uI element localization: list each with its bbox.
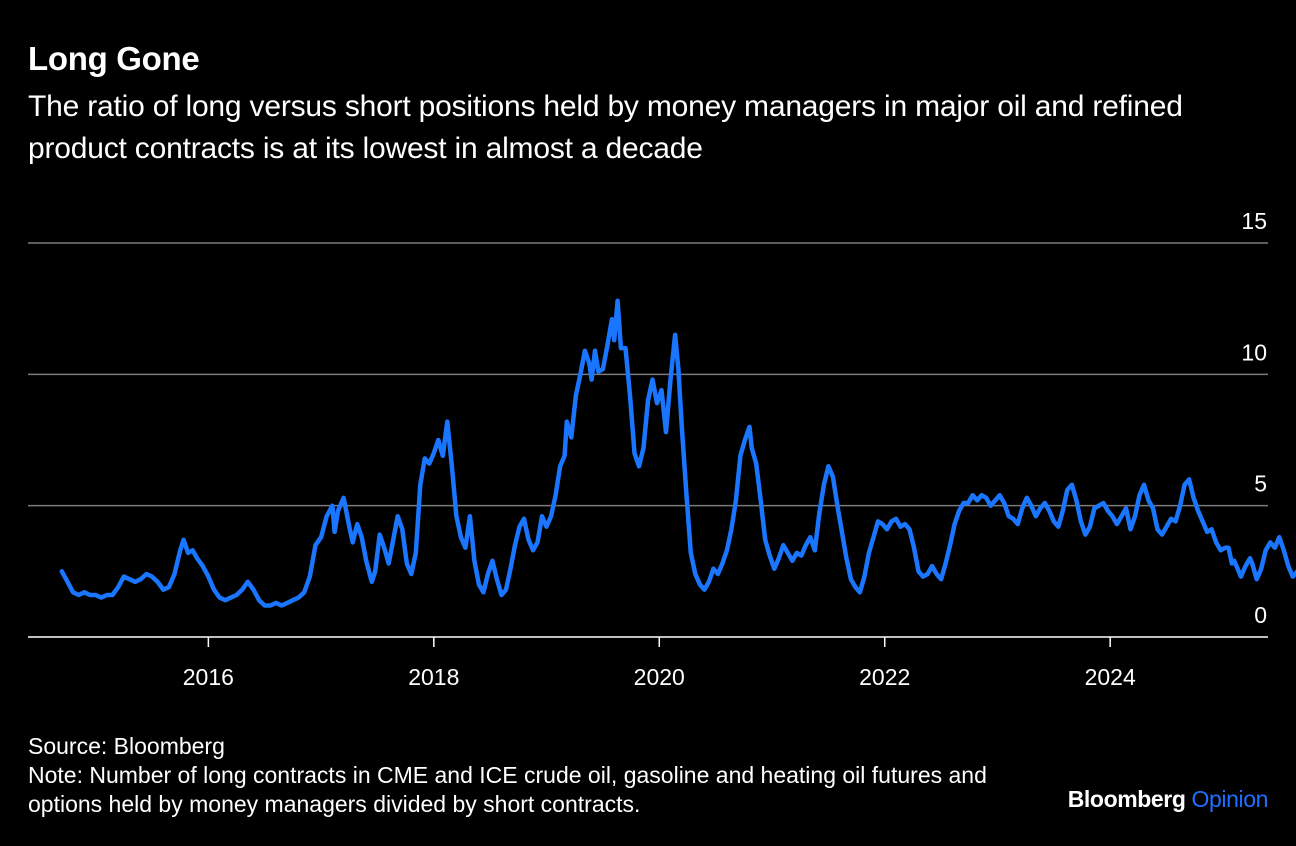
y-tick-label-10: 10 <box>1241 339 1267 365</box>
source-note: Source: Bloomberg <box>28 733 225 759</box>
x-axis-ticks: 2016 2018 2020 2022 2024 <box>183 637 1136 690</box>
y-axis-ticks: 0 5 10 15 <box>1241 208 1267 628</box>
x-tick-label-2020: 2020 <box>634 664 685 690</box>
series-group <box>59 298 1296 608</box>
gridlines <box>28 242 1268 638</box>
y-tick-label-15: 15 <box>1241 208 1267 234</box>
chart-subtitle: The ratio of long versus short positions… <box>28 90 1183 165</box>
line-chart: 0 5 10 15 2016 2018 2020 2022 2024 <box>28 208 1296 690</box>
series-line-0 <box>59 298 1296 608</box>
brand-name: Bloomberg <box>1067 786 1186 812</box>
brand-product: Opinion <box>1191 786 1269 812</box>
y-tick-label-0: 0 <box>1254 602 1267 628</box>
x-tick-label-2018: 2018 <box>408 664 459 690</box>
y-tick-label-5: 5 <box>1254 471 1267 497</box>
method-note: Note: Number of long contracts in CME an… <box>28 762 987 817</box>
brand-logo: Bloomberg Opinion <box>1067 786 1269 813</box>
chart-title: Long Gone <box>28 40 200 77</box>
x-tick-label-2016: 2016 <box>183 664 234 690</box>
x-tick-label-2022: 2022 <box>859 664 910 690</box>
x-tick-label-2024: 2024 <box>1085 664 1136 690</box>
chart-footer: Source: Bloomberg Note: Number of long c… <box>28 732 1028 819</box>
